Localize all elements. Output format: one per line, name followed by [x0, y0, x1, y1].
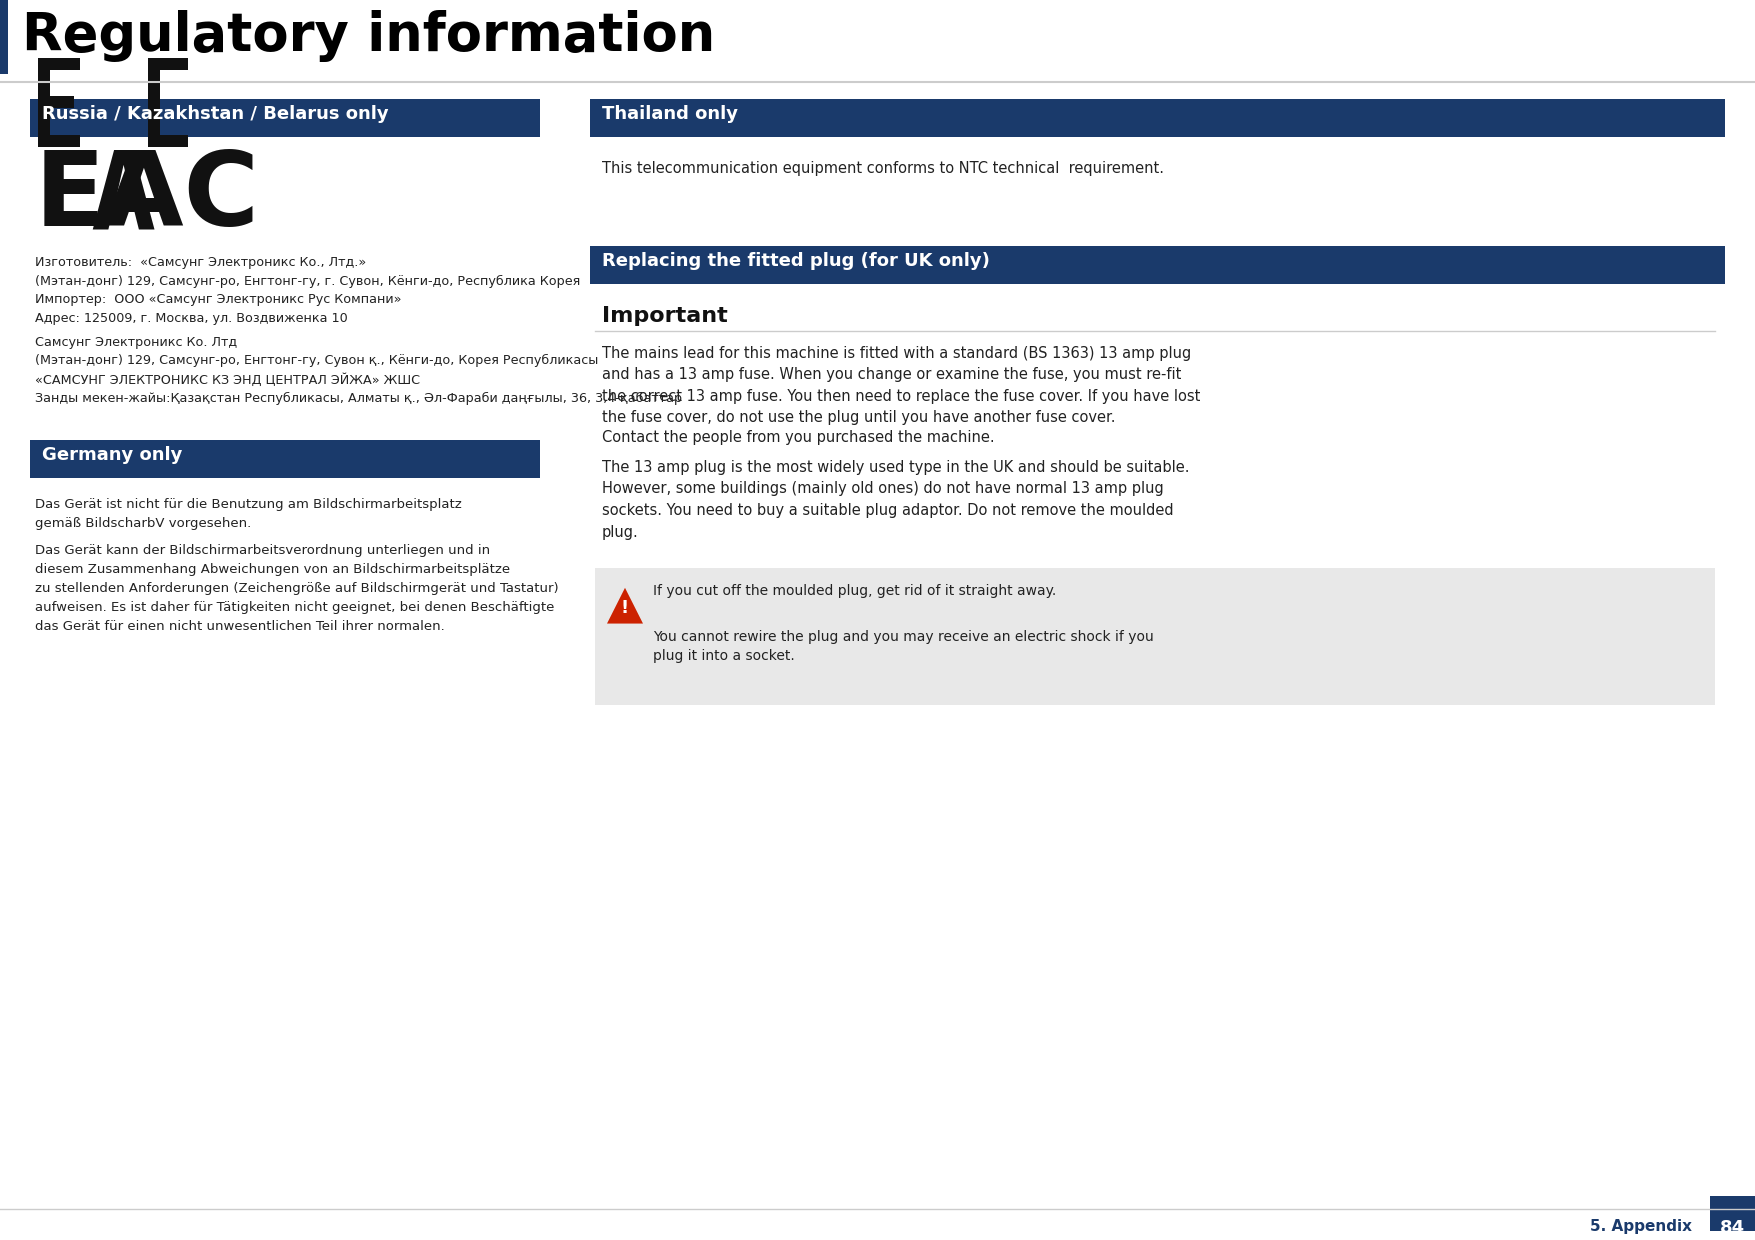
Text: A: A: [90, 148, 154, 253]
Bar: [590, 99, 1725, 138]
Bar: [39, 97, 74, 108]
Text: Изготовитель:  «Самсунг Электроникс Ко., Лтд.»
(Мэтан-донг) 129, Самсунг-ро, Енг: Изготовитель: «Самсунг Электроникс Ко., …: [35, 257, 581, 325]
Text: 84: 84: [1720, 1219, 1744, 1238]
Bar: [1709, 1197, 1755, 1231]
Text: ЕАС: ЕАС: [35, 148, 260, 248]
Bar: [39, 57, 81, 69]
Text: The 13 amp plug is the most widely used type in the UK and should be suitable.
H: The 13 amp plug is the most widely used …: [602, 460, 1190, 539]
Text: Thailand only: Thailand only: [602, 105, 739, 123]
Text: Regulatory information: Regulatory information: [23, 10, 716, 62]
Text: You cannot rewire the plug and you may receive an electric shock if you
plug it : You cannot rewire the plug and you may r…: [653, 630, 1153, 663]
Text: If you cut off the moulded plug, get rid of it straight away.: If you cut off the moulded plug, get rid…: [653, 584, 1057, 598]
Text: Germany only: Germany only: [42, 446, 183, 464]
Text: Important: Important: [602, 306, 728, 326]
Text: !: !: [621, 599, 628, 616]
Bar: [595, 568, 1715, 706]
Text: Replacing the fitted plug (for UK only): Replacing the fitted plug (for UK only): [602, 252, 990, 270]
Text: This telecommunication equipment conforms to NTC technical  requirement.: This telecommunication equipment conform…: [602, 161, 1164, 176]
Bar: [147, 57, 160, 148]
Text: Самсунг Электроникс Ко. Лтд
(Мэтан-донг) 129, Самсунг-ро, Енгтонг-гу, Сувон қ., : Самсунг Электроникс Ко. Лтд (Мэтан-донг)…: [35, 336, 683, 405]
Bar: [39, 57, 49, 148]
Text: Das Gerät kann der Bildschirmarbeitsverordnung unterliegen und in
diesem Zusamme: Das Gerät kann der Bildschirmarbeitsvero…: [35, 544, 558, 634]
Text: The mains lead for this machine is fitted with a standard (BS 1363) 13 amp plug
: The mains lead for this machine is fitte…: [602, 346, 1200, 425]
Bar: [147, 57, 188, 69]
Polygon shape: [607, 588, 642, 624]
Bar: [147, 135, 188, 148]
Bar: [30, 440, 541, 477]
Bar: [30, 99, 541, 138]
Bar: [0, 0, 9, 74]
Bar: [590, 247, 1725, 284]
Bar: [39, 135, 81, 148]
Text: 5. Appendix: 5. Appendix: [1590, 1219, 1692, 1234]
Text: Russia / Kazakhstan / Belarus only: Russia / Kazakhstan / Belarus only: [42, 105, 388, 123]
Text: Contact the people from you purchased the machine.: Contact the people from you purchased th…: [602, 430, 995, 445]
Text: Das Gerät ist nicht für die Benutzung am Bildschirmarbeitsplatz
gemäß Bildscharb: Das Gerät ist nicht für die Benutzung am…: [35, 498, 462, 531]
